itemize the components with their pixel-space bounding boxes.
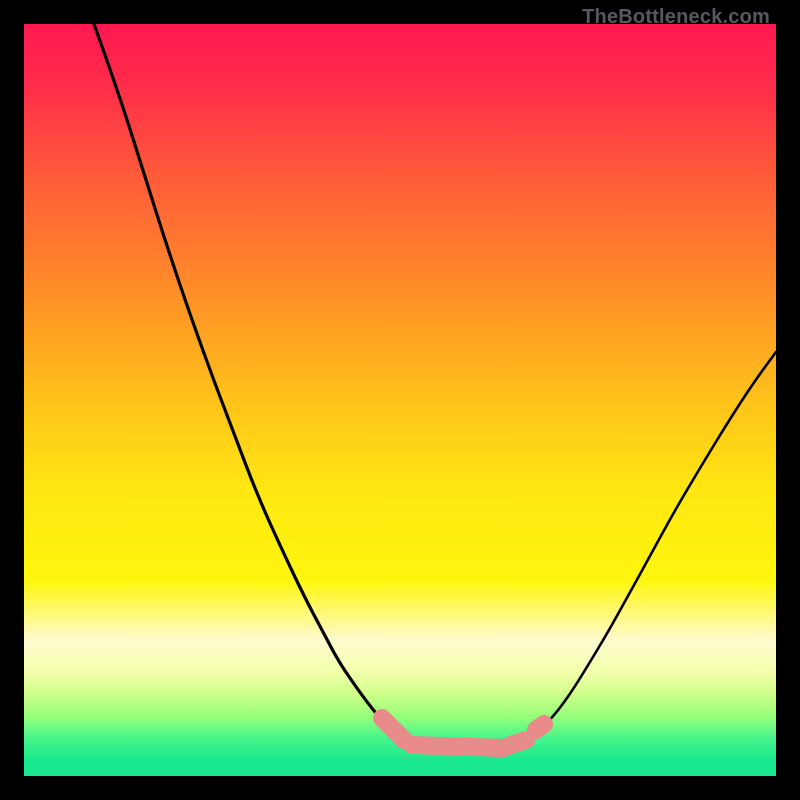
chart-svg [24,24,776,776]
watermark-text: TheBottleneck.com [582,6,770,29]
plot-area [24,24,776,776]
chart-frame: TheBottleneck.com [0,0,800,800]
